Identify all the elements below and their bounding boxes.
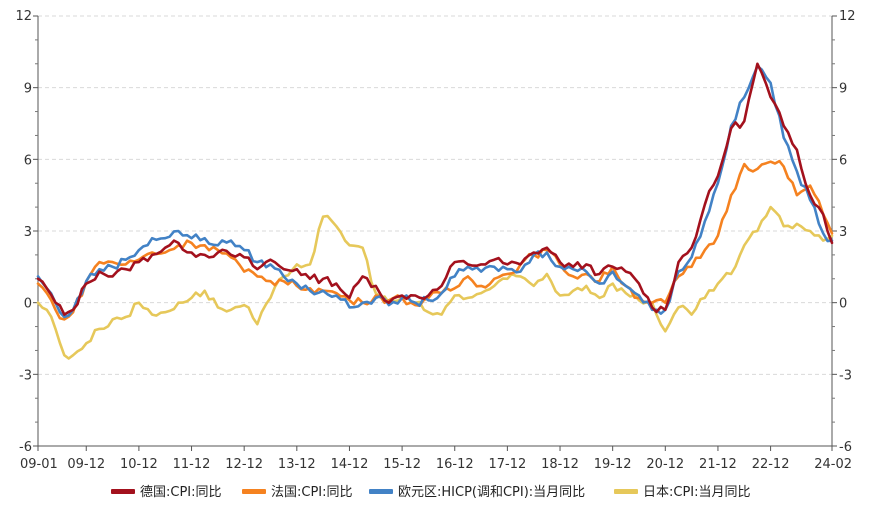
x-tick-label: 20-12 [646, 457, 684, 472]
x-tick-label: 12-12 [225, 457, 263, 472]
y-tick-label-right: 9 [839, 82, 847, 97]
y-tick-label-left: 9 [24, 82, 32, 97]
legend-swatch-2 [369, 489, 393, 494]
legend-swatch-0 [111, 489, 135, 494]
legend-swatch-3 [614, 489, 638, 494]
y-tick-label-left: 12 [15, 9, 32, 24]
series-line-2 [36, 64, 834, 319]
x-tick-label: 19-12 [594, 457, 632, 472]
y-tick-label-left: 6 [24, 153, 32, 168]
legend-label-0: 德国:CPI:同比 [140, 485, 222, 500]
x-tick-label: 14-12 [331, 457, 369, 472]
y-tick-label-right: 6 [839, 153, 847, 168]
series-line-0 [36, 62, 834, 316]
y-tick-label-left: 3 [24, 225, 32, 240]
x-tick-label: 09-01 [20, 457, 58, 472]
x-tick-label: 24-02 [814, 457, 852, 472]
x-tick-label: 17-12 [488, 457, 526, 472]
series-line-3 [36, 205, 834, 360]
x-tick-label: 22-12 [752, 457, 790, 472]
legend-swatch-1 [242, 489, 266, 494]
y-tick-label-left: -3 [19, 368, 32, 383]
series-line-1 [36, 159, 834, 321]
y-tick-label-right: -6 [839, 440, 852, 455]
y-tick-label-right: 3 [839, 225, 847, 240]
axes: -6 -6 -3 -3 0 0 3 3 6 6 9 9 12 12 09-01 09-12 10-12 11-12… [15, 9, 855, 472]
x-tick-label: 21-12 [699, 457, 737, 472]
series-lines [36, 62, 834, 360]
x-tick-label: 09-12 [67, 457, 105, 472]
x-tick-label: 15-12 [383, 457, 421, 472]
x-tick-label: 10-12 [120, 457, 158, 472]
x-tick-label: 11-12 [173, 457, 211, 472]
y-tick-label-right: -3 [839, 368, 852, 383]
x-tick-label: 18-12 [541, 457, 579, 472]
x-tick-label: 13-12 [278, 457, 316, 472]
legend: 德国:CPI:同比 法国:CPI:同比 欧元区:HICP(调和CPI):当月同比 日本… [111, 485, 751, 500]
y-tick-label-left: -6 [19, 440, 32, 455]
y-tick-label-right: 12 [839, 9, 856, 24]
legend-label-3: 日本:CPI:当月同比 [643, 485, 751, 500]
legend-label-2: 欧元区:HICP(调和CPI):当月同比 [398, 485, 585, 500]
y-tick-label-left: 0 [24, 297, 32, 312]
legend-label-1: 法国:CPI:同比 [271, 485, 353, 500]
y-tick-label-right: 0 [839, 297, 847, 312]
x-tick-label: 16-12 [436, 457, 474, 472]
